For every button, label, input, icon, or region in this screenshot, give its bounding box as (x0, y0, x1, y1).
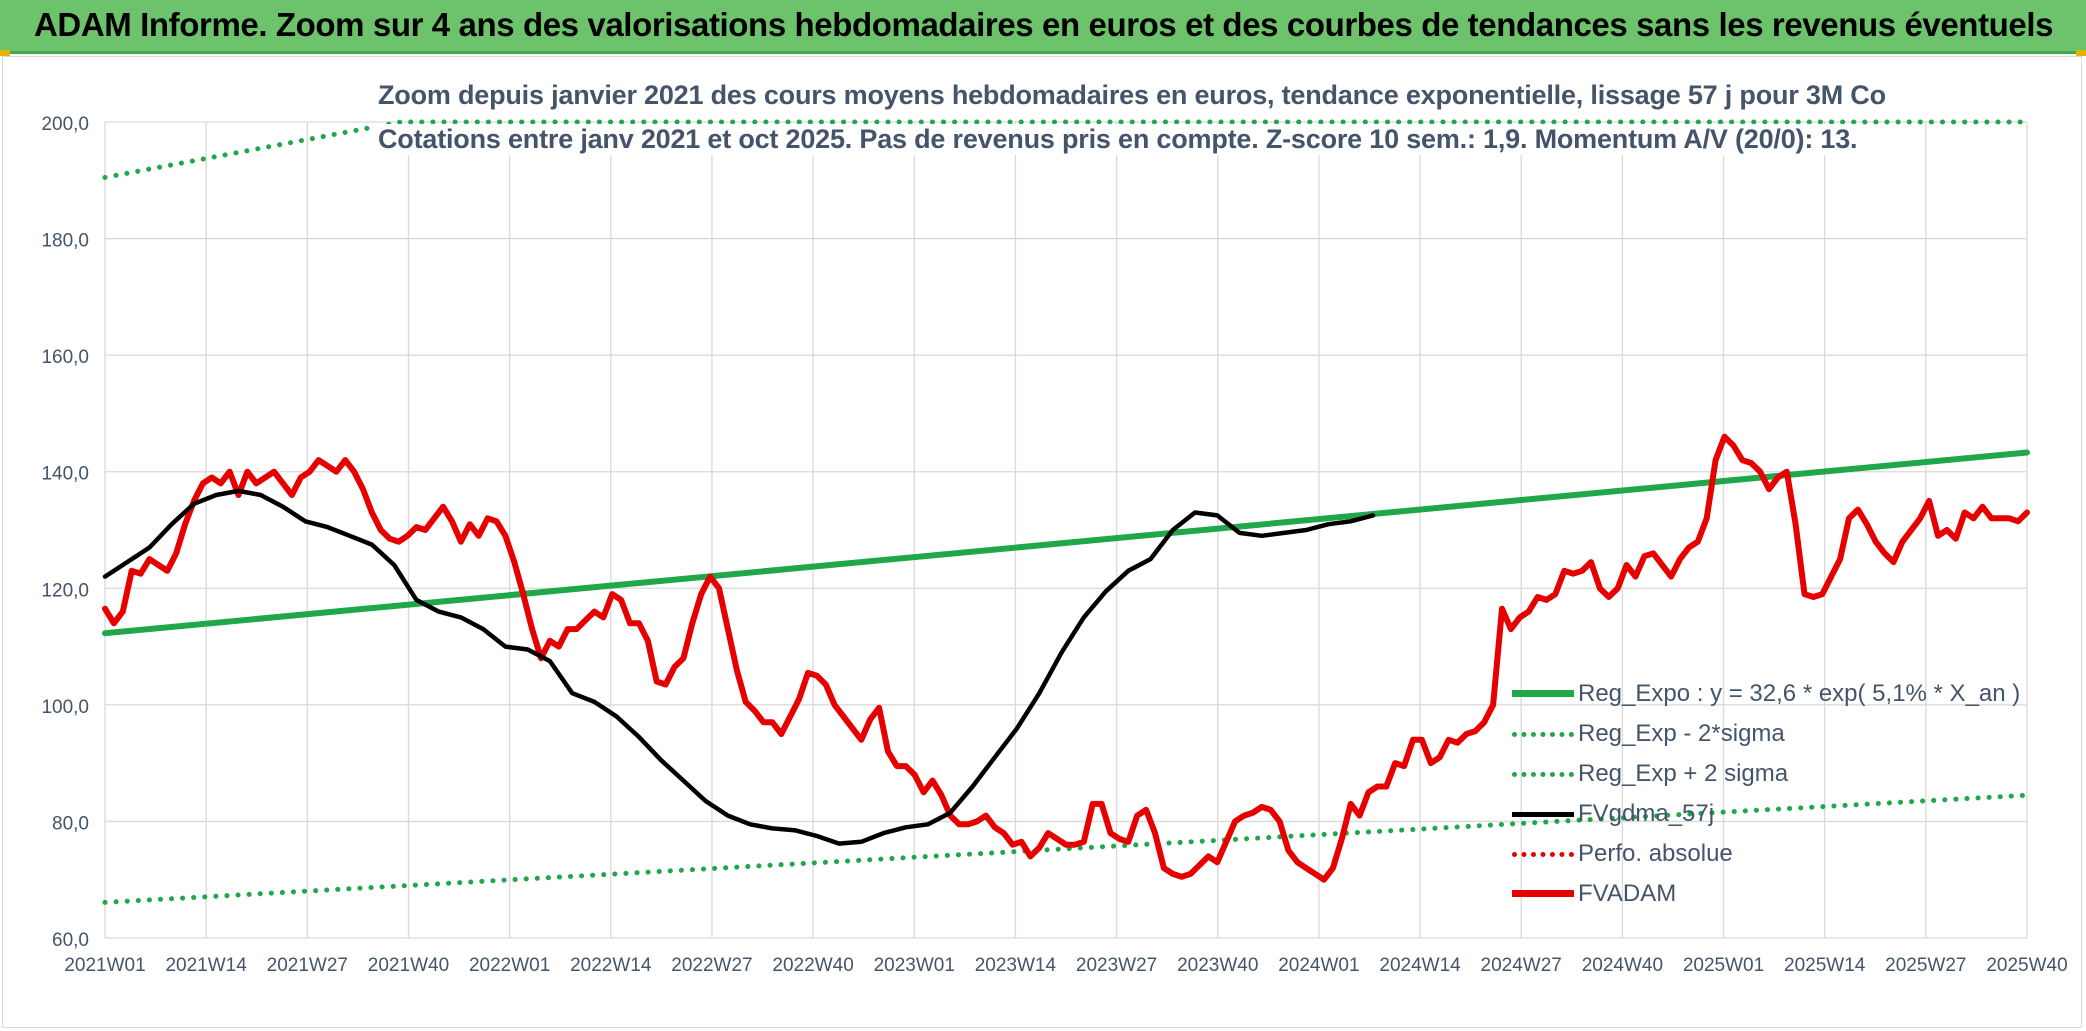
title-accent-left (0, 50, 10, 56)
legend-swatch (1512, 732, 1574, 737)
series-sigma-plus (102, 119, 2030, 180)
x-tick-label: 2021W14 (165, 955, 247, 976)
y-tick-label: 100,0 (41, 697, 89, 718)
legend-label: Reg_Exp + 2 sigma (1578, 760, 1789, 787)
x-tick-label: 2024W40 (1582, 955, 1663, 976)
x-tick-label: 2024W27 (1481, 955, 1562, 976)
x-tick-label: 2022W40 (772, 955, 853, 976)
x-tick-label: 2021W40 (368, 955, 449, 976)
x-tick-label: 2022W27 (671, 955, 752, 976)
chart-title: ADAM Informe. Zoom sur 4 ans des valoris… (34, 6, 2054, 43)
x-tick-label: 2021W01 (64, 955, 145, 976)
x-tick-label: 2023W27 (1076, 955, 1157, 976)
x-tick-label: 2025W01 (1683, 955, 1764, 976)
legend-swatch (1512, 812, 1574, 817)
x-tick-label: 2022W01 (469, 955, 550, 976)
legend-swatch (1512, 890, 1574, 897)
legend-label: Reg_Expo : y = 32,6 * exp( 5,1% * X_an ) (1578, 680, 2021, 707)
chart-subtitle-1: Zoom depuis janvier 2021 des cours moyen… (374, 80, 1890, 111)
chart-subtitle-2: Cotations entre janv 2021 et oct 2025. P… (374, 124, 1862, 155)
series-fvgdma (102, 488, 1376, 846)
series-sigma-minus (102, 792, 2030, 905)
x-tick-label: 2023W14 (975, 955, 1057, 976)
y-tick-label: 200,0 (41, 114, 89, 135)
legend-swatch (1512, 852, 1574, 857)
y-tick-label: 60,0 (52, 930, 89, 951)
y-tick-label: 120,0 (41, 580, 89, 601)
legend-label: FVgdma_57j (1578, 800, 1715, 827)
x-tick-label: 2025W14 (1784, 955, 1866, 976)
title-bar: ADAM Informe. Zoom sur 4 ans des valoris… (0, 0, 2086, 54)
series-lines (102, 119, 2030, 905)
title-accent-right (2076, 50, 2086, 56)
x-axis-tick-labels: 2021W01 2021W14 2021W27 2021W40 2022W01 2022W… (64, 955, 2067, 976)
series-fvadam (102, 433, 2030, 883)
x-tick-label: 2024W01 (1278, 955, 1359, 976)
x-tick-label: 2025W27 (1885, 955, 1966, 976)
x-tick-label: 2023W40 (1177, 955, 1258, 976)
x-tick-label: 2025W40 (1986, 955, 2067, 976)
grid-lines (104, 121, 2028, 939)
y-tick-label: 180,0 (41, 231, 89, 252)
y-tick-label: 80,0 (52, 813, 89, 834)
x-tick-label: 2024W14 (1379, 955, 1461, 976)
x-tick-label: 2021W27 (267, 955, 348, 976)
y-axis-tick-labels: 60,0 80,0 100,0 120,0 140,0 160,0 180,0 200,0 (41, 114, 89, 951)
legend-swatch (1512, 772, 1574, 777)
y-tick-label: 160,0 (41, 347, 89, 368)
legend-label: FVADAM (1578, 880, 1677, 907)
legend-label: Reg_Exp - 2*sigma (1578, 720, 1785, 747)
y-tick-label: 140,0 (41, 464, 89, 485)
legend-swatch (1512, 690, 1574, 697)
x-tick-label: 2023W01 (874, 955, 955, 976)
x-tick-label: 2022W14 (570, 955, 652, 976)
plot-frame (2, 56, 2082, 1028)
legend-label: Perfo. absolue (1578, 840, 1733, 867)
